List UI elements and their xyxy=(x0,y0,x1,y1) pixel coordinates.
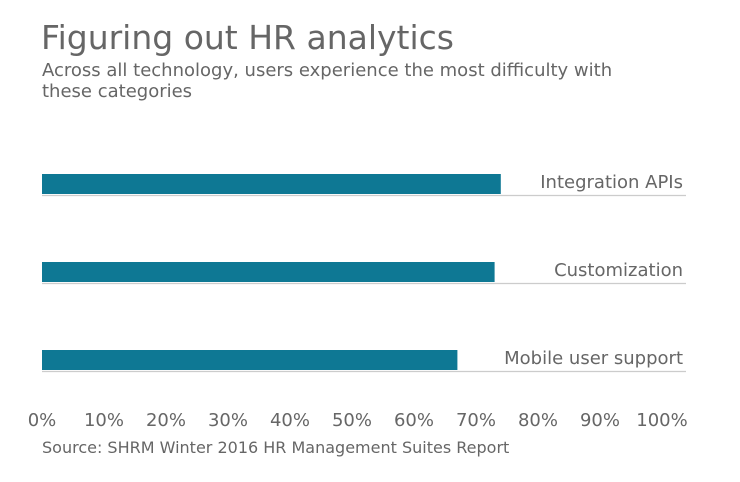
category-label: Integration APIs xyxy=(540,172,683,193)
x-tick-label: 50% xyxy=(332,410,372,431)
bar xyxy=(42,262,495,282)
source-note: Source: SHRM Winter 2016 HR Management S… xyxy=(42,438,510,457)
x-tick-label: 100% xyxy=(636,410,687,431)
x-tick-label: 10% xyxy=(84,410,124,431)
chart-subtitle: Across all technology, users experience … xyxy=(42,60,613,102)
x-tick-label: 80% xyxy=(518,410,558,431)
category-label: Customization xyxy=(554,260,683,281)
x-tick-label: 90% xyxy=(580,410,620,431)
chart-title: Figuring out HR analytics xyxy=(41,18,454,57)
category-label: Mobile user support xyxy=(504,348,683,369)
x-tick-label: 0% xyxy=(28,410,57,431)
x-tick-label: 30% xyxy=(208,410,248,431)
bar xyxy=(42,350,458,370)
x-tick-label: 70% xyxy=(456,410,496,431)
x-tick-label: 40% xyxy=(270,410,310,431)
x-tick-label: 60% xyxy=(394,410,434,431)
bar xyxy=(42,174,501,194)
x-tick-label: 20% xyxy=(146,410,186,431)
